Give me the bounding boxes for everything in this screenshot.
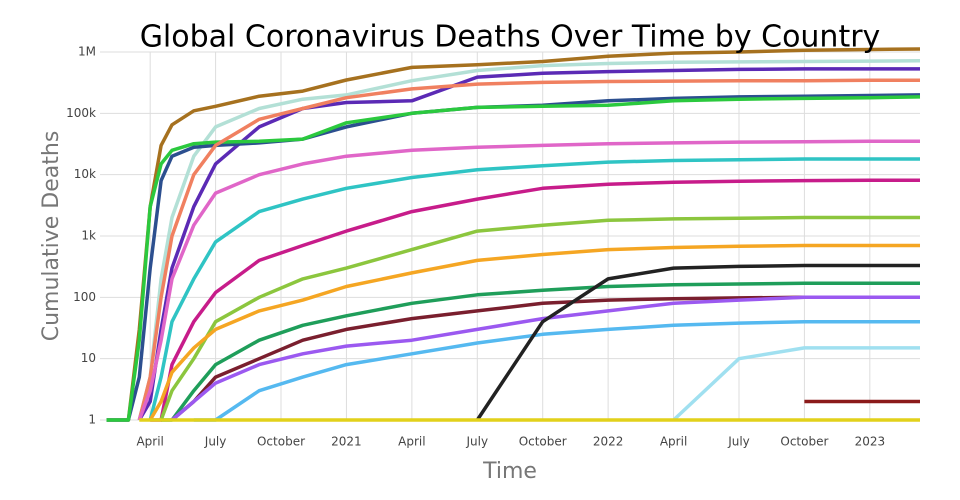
x-tick-label: 2023 xyxy=(855,435,886,449)
y-tick-label: 1 xyxy=(88,413,96,427)
series-line xyxy=(170,295,920,422)
series-line xyxy=(106,93,921,422)
x-tick-label: April xyxy=(136,435,163,449)
x-tick-label: 2021 xyxy=(331,435,362,449)
y-tick-label: 100 xyxy=(73,290,96,304)
y-tick-label: 1k xyxy=(81,229,96,243)
y-axis-title: Cumulative Deaths xyxy=(39,131,64,342)
series-line xyxy=(148,157,920,421)
y-tick-label: 10k xyxy=(74,167,96,181)
x-tick-label: 2022 xyxy=(593,435,624,449)
x-tick-label: April xyxy=(660,435,687,449)
series-line xyxy=(475,263,920,421)
series-line xyxy=(137,67,920,421)
series-line xyxy=(193,319,920,422)
x-tick-label: October xyxy=(780,435,828,449)
series-line xyxy=(672,346,920,422)
series-line xyxy=(106,95,921,422)
series-line xyxy=(137,139,920,421)
x-axis-title: Time xyxy=(482,459,537,484)
y-tick-label: 1M xyxy=(78,45,96,59)
x-tick-label: October xyxy=(519,435,567,449)
chart-title: Global Coronavirus Deaths Over Time by C… xyxy=(140,20,881,55)
series-line xyxy=(148,243,920,421)
x-tick-label: July xyxy=(204,435,227,449)
x-tick-label: July xyxy=(465,435,488,449)
x-tick-label: April xyxy=(398,435,425,449)
series-line xyxy=(137,78,920,421)
x-tick-label: July xyxy=(727,435,750,449)
series-line xyxy=(150,178,920,422)
series-line xyxy=(137,59,921,421)
y-tick-label: 100k xyxy=(66,106,96,120)
line-layer xyxy=(106,47,921,422)
y-tick-label: 10 xyxy=(81,351,96,365)
series-line xyxy=(161,281,920,422)
x-tick-label: October xyxy=(257,435,305,449)
